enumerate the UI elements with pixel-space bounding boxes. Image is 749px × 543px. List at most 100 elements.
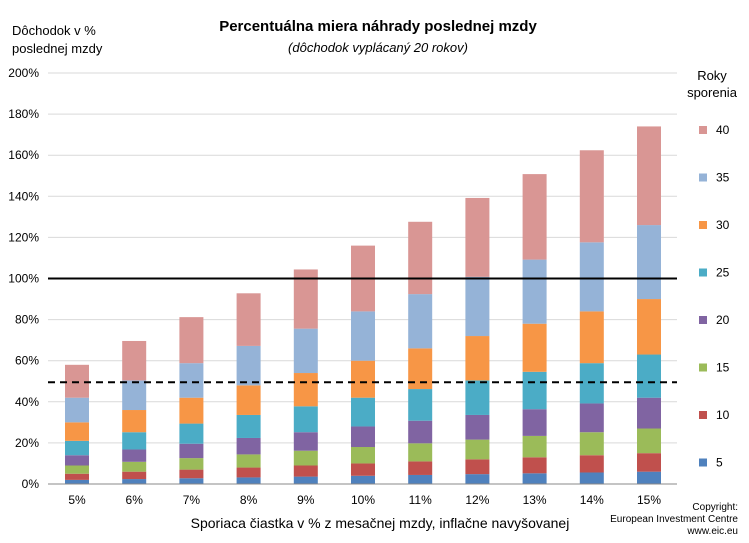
bar-segment [293, 476, 318, 484]
bar-segment [579, 403, 604, 433]
bar-segment [522, 409, 547, 436]
x-tick-label: 6% [126, 493, 144, 507]
bar-segment [293, 373, 318, 407]
bar-segment [236, 385, 261, 415]
bar-segment [637, 354, 661, 398]
bar-segment [236, 467, 261, 478]
bar-segment [351, 360, 375, 398]
bar-segment [637, 453, 661, 472]
bar-segment [293, 406, 318, 433]
legend-label: 30 [716, 218, 730, 232]
bar-segment [465, 336, 490, 381]
bar-segment [465, 197, 490, 277]
legend-title-line2: sporenia [687, 85, 738, 100]
bar-segment [122, 432, 147, 450]
legend-swatch [699, 126, 707, 134]
y-axis-title-line1: Dôchodok v % [12, 23, 96, 38]
bar-segment [579, 150, 604, 243]
bar-segment [465, 459, 490, 475]
bar-segment [465, 474, 490, 484]
legend-label: 15 [716, 361, 730, 375]
chart-title: Percentuálna miera náhrady poslednej mzd… [219, 18, 537, 35]
bar-segment [179, 397, 204, 424]
x-tick-label: 12% [465, 493, 489, 507]
legend-swatch [699, 173, 707, 182]
legend-label: 40 [716, 123, 730, 137]
bar-segment [122, 410, 147, 433]
bar-segment [351, 311, 375, 361]
y-tick-label: 100% [8, 272, 39, 286]
bar-segment [637, 126, 661, 226]
bar-segment [122, 471, 147, 480]
legend-label: 5 [716, 456, 723, 470]
y-tick-label: 120% [8, 230, 39, 244]
bar-segment [65, 455, 89, 466]
bar-segment [122, 479, 147, 484]
x-tick-label: 10% [351, 493, 375, 507]
legend-swatch [699, 411, 707, 419]
bar-segment [522, 323, 547, 372]
bar-segment [637, 471, 661, 484]
axes: 0% 20% 40% 60% 80% 100% 120% 140% 160% 180% 200% 5%… [8, 66, 677, 507]
x-tick-label: 8% [240, 493, 258, 507]
bar-segment [236, 477, 261, 484]
bar-segment [65, 465, 89, 474]
y-axis-title-line2: poslednej mzdy [12, 41, 103, 56]
bar-segment [65, 440, 89, 456]
bar-segment [579, 432, 604, 456]
legend-label: 35 [716, 171, 730, 185]
bar-segment [293, 432, 318, 451]
bar-segment [465, 380, 490, 415]
y-tick-label: 160% [8, 148, 39, 162]
bar-segment [236, 437, 261, 455]
bar-segment [522, 457, 547, 474]
bar-segment [293, 465, 318, 477]
bar-segment [351, 447, 375, 464]
legend-title-line1: Roky [697, 68, 727, 83]
bar-segment [65, 479, 89, 484]
bar-segment [179, 317, 204, 364]
bars [65, 126, 661, 484]
bar-segment [408, 389, 433, 421]
x-tick-label: 14% [580, 493, 604, 507]
x-tick-label: 11% [409, 493, 432, 507]
bar-segment [179, 469, 204, 479]
y-tick-label: 0% [22, 477, 40, 491]
x-tick-label: 13% [523, 493, 547, 507]
bar-segment [179, 423, 204, 444]
reference-lines [48, 277, 677, 384]
x-tick-label: 9% [297, 493, 315, 507]
bar-segment [408, 474, 433, 484]
bar-segment [522, 435, 547, 458]
bar-segment [522, 174, 547, 260]
legend-swatch [699, 458, 707, 467]
bar-segment [179, 363, 204, 398]
legend-label: 20 [716, 313, 730, 327]
bar-segment [408, 420, 433, 444]
bar-segment [522, 473, 547, 484]
bar-segment [579, 363, 604, 404]
bar-segment [179, 443, 204, 459]
y-tick-label: 40% [15, 395, 39, 409]
bar-segment [637, 225, 661, 300]
copyright-line2: European Investment Centre [610, 514, 738, 525]
legend-swatch [699, 268, 707, 277]
x-tick-label: 15% [637, 493, 661, 507]
bar-segment [465, 414, 490, 440]
bar-segment [236, 414, 261, 438]
x-tick-label: 7% [183, 493, 201, 507]
bar-segment [465, 276, 490, 337]
bar-segment [408, 461, 433, 475]
bar-segment [579, 455, 604, 473]
bar-segment [65, 473, 89, 480]
x-tick-label: 5% [68, 493, 86, 507]
copyright-line3: www.eic.eu [686, 526, 738, 537]
legend-label: 10 [716, 408, 730, 422]
bar-segment [65, 364, 89, 398]
bar-segment [637, 397, 661, 429]
bar-segment [293, 328, 318, 374]
bar-segment [179, 458, 204, 470]
bar-segment [236, 293, 261, 346]
legend-label: 25 [716, 266, 730, 280]
